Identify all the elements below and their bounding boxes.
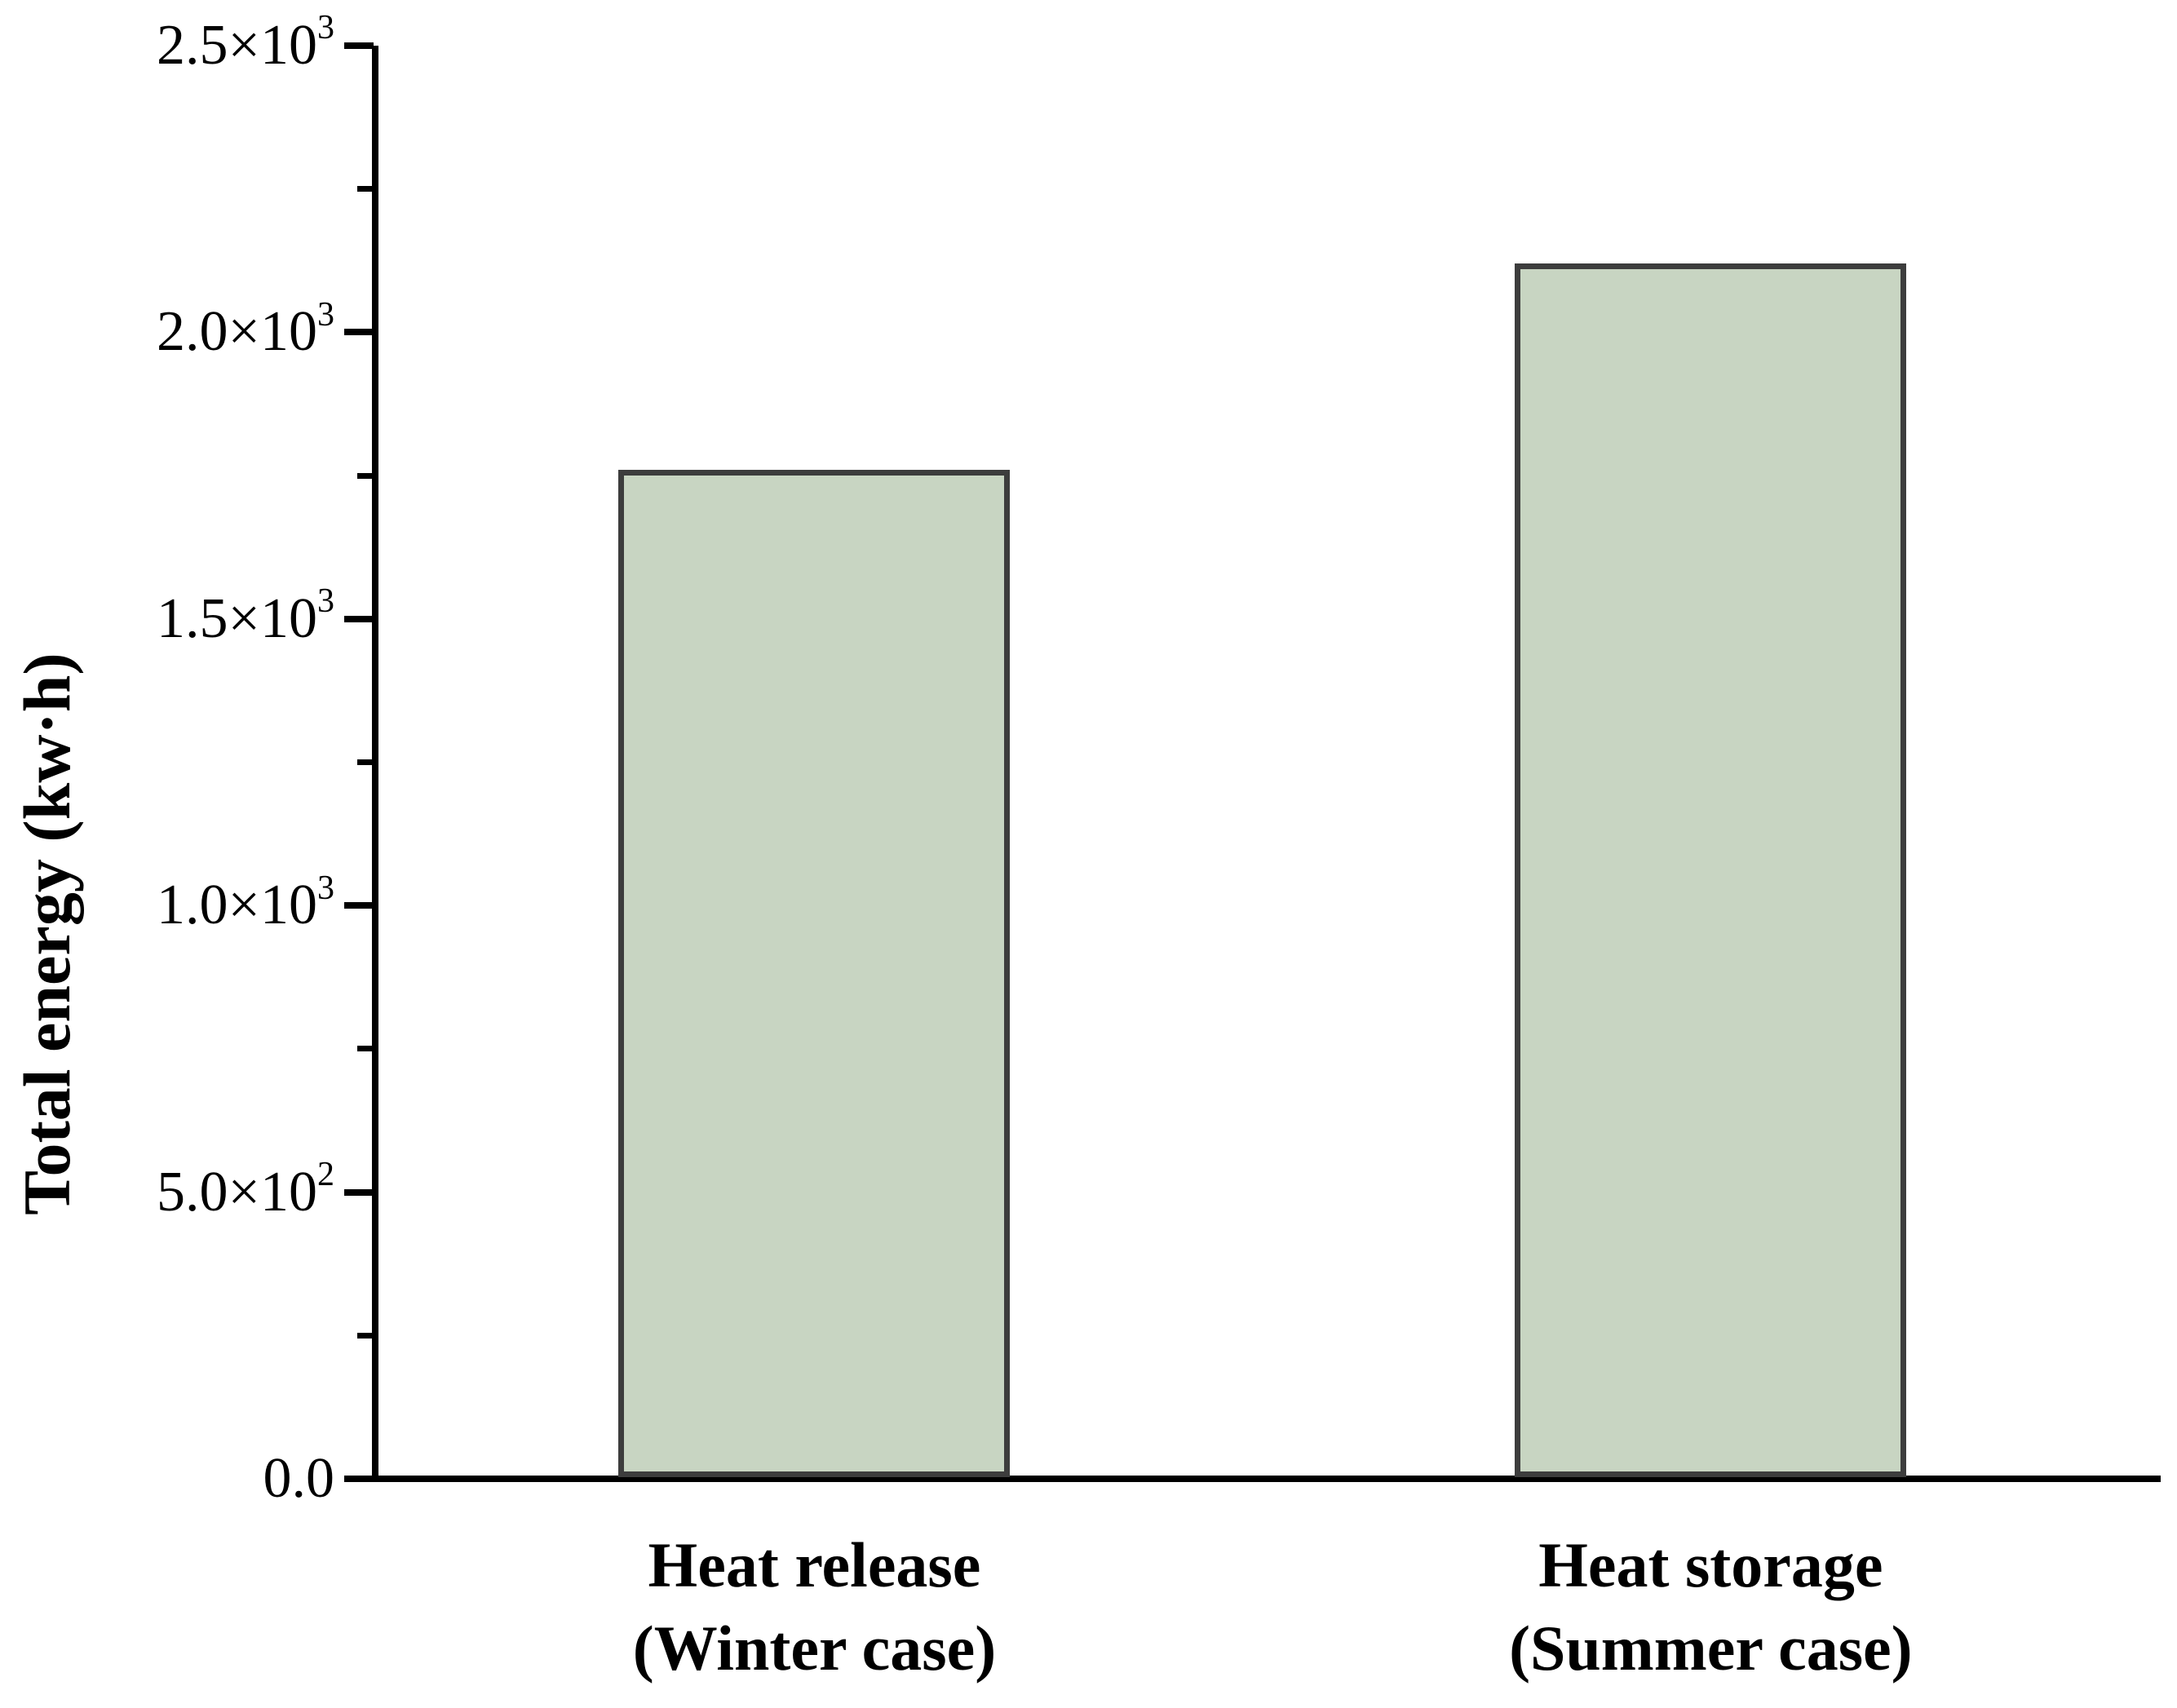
x-category-label-line: (Winter case) xyxy=(632,1613,997,1684)
y-tick-label-exponent: 3 xyxy=(317,295,334,334)
y-minor-tick xyxy=(357,472,374,479)
y-tick-label-exponent: 2 xyxy=(317,1155,334,1193)
y-tick-label-base: 0.0 xyxy=(263,1447,335,1510)
y-tick-label-exponent: 3 xyxy=(317,582,334,621)
x-category-label-line: Heat release xyxy=(648,1529,981,1600)
y-tick-label-base: 5.0×10 xyxy=(157,1160,317,1223)
y-minor-tick xyxy=(357,759,374,765)
y-major-tick xyxy=(344,329,374,336)
x-category-label-line: Heat storage xyxy=(1538,1529,1883,1600)
y-tick-label: 2.5×103 xyxy=(0,5,334,86)
y-major-tick xyxy=(344,1188,374,1196)
y-minor-tick xyxy=(357,186,374,192)
bar-heat-storage xyxy=(1515,263,1907,1477)
y-tick-label-base: 2.0×10 xyxy=(157,300,317,364)
y-major-tick xyxy=(344,42,374,49)
y-tick-label: 2.0×103 xyxy=(0,291,334,373)
y-tick-label-exponent: 3 xyxy=(317,9,334,47)
y-tick-label: 5.0×102 xyxy=(0,1152,334,1233)
bar-heat-release xyxy=(618,470,1011,1477)
y-tick-label-base: 2.5×10 xyxy=(157,14,317,77)
y-minor-tick xyxy=(357,1046,374,1052)
y-tick-label-base: 1.0×10 xyxy=(157,874,317,937)
x-category-label: Heat release (Winter case) xyxy=(406,1524,1222,1690)
y-tick-label: 0.0 xyxy=(0,1438,335,1520)
y-major-tick xyxy=(344,615,374,622)
y-major-tick xyxy=(344,1476,374,1482)
x-category-label: Heat storage (Summer case) xyxy=(1303,1524,2118,1690)
y-tick-label-base: 1.5×10 xyxy=(157,586,317,650)
y-tick-label-exponent: 3 xyxy=(317,869,334,907)
y-tick-label: 1.0×103 xyxy=(0,865,334,946)
y-tick-label: 1.5×103 xyxy=(0,578,334,660)
plot-area xyxy=(372,46,2161,1482)
x-category-label-line: (Summer case) xyxy=(1509,1613,1913,1684)
y-major-tick xyxy=(344,902,374,909)
y-minor-tick xyxy=(357,1332,374,1339)
